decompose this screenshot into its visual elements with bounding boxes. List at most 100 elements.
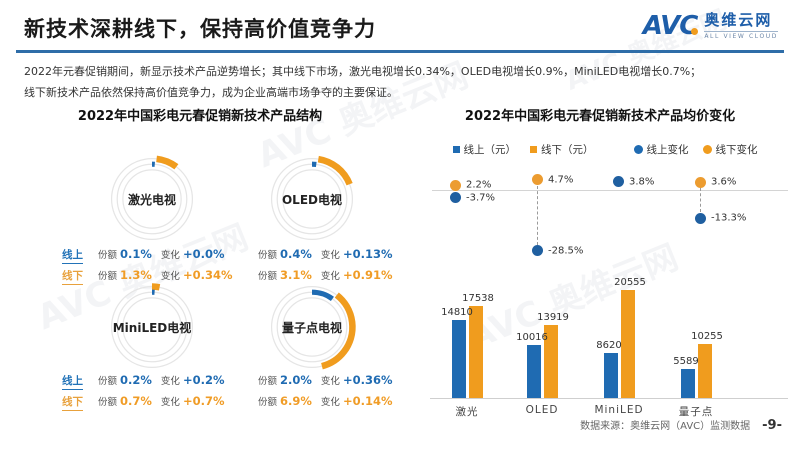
donut-stats-offline: 份额 6.9% 变化 +0.14%	[258, 394, 392, 408]
share-value: 6.9%	[280, 394, 312, 408]
logo-name-cn: 奥维云网	[704, 10, 773, 29]
change-label: 变化	[160, 250, 180, 261]
share-value: 0.7%	[120, 394, 152, 408]
bar-value-label: 10255	[691, 331, 723, 342]
bar-value-label: 14810	[441, 307, 473, 318]
legend-label: 线下变化	[715, 144, 758, 156]
share-value: 2.0%	[280, 373, 312, 387]
bar-offline-price	[620, 290, 635, 398]
row-label-online: 线上	[62, 373, 83, 390]
legend-square-blue-icon	[452, 146, 460, 153]
change-value: +0.36%	[342, 373, 393, 387]
chart-legend: 线上（元） 线下（元） 线上变化 线下变化	[420, 142, 790, 157]
scatter-value-label: 4.7%	[548, 174, 574, 186]
bar-value-label: 10016	[516, 332, 548, 343]
body-text-line-2: 线下新技术产品依然保持高价值竞争力，成为企业高端市场争夺的主要保证。	[24, 86, 398, 99]
category-label: MiniLED	[594, 404, 644, 416]
legend-label: 线上变化	[646, 144, 689, 156]
logo-dot-icon	[691, 28, 699, 35]
page-number: -9-	[762, 418, 782, 433]
scatter-point-offline-change	[694, 176, 706, 188]
scatter-point-online-change	[694, 212, 706, 224]
bar-online-price	[603, 353, 618, 398]
legend-item-2: 线下（元）	[530, 142, 594, 157]
donut-stats-online: 份额 0.4% 变化 +0.13%	[258, 247, 392, 261]
donut-stats-offline: 份额 1.3% 变化 +0.34%	[98, 268, 232, 282]
donut-chart-2	[265, 152, 359, 246]
category-label: 激光	[455, 406, 479, 418]
header-divider	[16, 50, 784, 53]
change-value: +0.91%	[342, 268, 393, 282]
change-label: 变化	[160, 397, 180, 408]
scatter-point-online-change	[531, 245, 543, 257]
share-label: 份额	[258, 271, 278, 282]
scatter-point-online-change	[449, 192, 461, 204]
change-label: 变化	[320, 376, 340, 387]
footer: 数据来源：奥维云网（AVC）监测数据 -9-	[580, 417, 782, 433]
bar-value-label: 13919	[537, 312, 569, 323]
bar-value-label: 8620	[596, 340, 622, 351]
legend-item-1: 线上（元）	[452, 142, 517, 157]
share-value: 0.2%	[120, 373, 152, 387]
change-value: +0.0%	[182, 247, 225, 261]
donut-stats-online: 份额 0.2% 变化 +0.2%	[98, 373, 224, 387]
page-title: 新技术深耕线下，保持高价值竞争力	[24, 17, 376, 41]
share-value: 1.3%	[120, 268, 152, 282]
scatter-value-label: -13.3%	[711, 212, 747, 224]
row-label-offline: 线下	[62, 268, 83, 285]
bar-value-label: 20555	[614, 277, 646, 288]
legend-label: 线上（元）	[463, 144, 517, 156]
donut-stats-online: 份额 0.1% 变化 +0.0%	[98, 247, 224, 261]
donut-stats-offline: 份额 3.1% 变化 +0.91%	[258, 268, 392, 282]
bar-value-label: 5589	[673, 356, 699, 367]
category-label: OLED	[525, 404, 559, 416]
scatter-value-label: 3.6%	[711, 176, 737, 188]
donut-stats-offline: 份额 0.7% 变化 +0.7%	[98, 394, 224, 408]
scatter-connector	[536, 185, 538, 245]
avc-logo-mark: AVC	[642, 11, 699, 41]
legend-item-3: 线上变化	[633, 142, 689, 157]
bar-online-price	[680, 369, 695, 398]
change-value: +0.7%	[182, 394, 225, 408]
legend-circle-orange-icon	[702, 145, 712, 154]
category-label: 量子点	[678, 406, 714, 418]
bar-online-price	[451, 320, 466, 398]
left-chart-title: 2022年中国彩电元春促销新技术产品结构	[77, 109, 323, 124]
change-label: 变化	[320, 271, 340, 282]
share-label: 份额	[98, 271, 118, 282]
scatter-value-label: -3.7%	[466, 192, 496, 204]
data-source-note: 数据来源：奥维云网（AVC）监测数据	[580, 421, 751, 432]
bar-offline-price	[697, 344, 712, 398]
donut-stats-online: 份额 2.0% 变化 +0.36%	[258, 373, 392, 387]
scatter-point-offline-change	[449, 179, 461, 191]
scatter-point-online-change	[612, 176, 624, 188]
bar-offline-price	[543, 325, 558, 398]
legend-item-4: 线下变化	[702, 142, 758, 157]
bar-chart-axis	[430, 398, 788, 399]
donut-product-name: MiniLED电视	[112, 321, 192, 335]
donut-chart-1	[105, 152, 199, 246]
share-value: 0.1%	[120, 247, 152, 261]
donut-product-name: 量子点电视	[281, 321, 342, 335]
legend-circle-blue-icon	[633, 145, 643, 154]
donut-product-name: OLED电视	[281, 193, 342, 207]
share-label: 份额	[258, 250, 278, 261]
bar-value-label: 17538	[462, 293, 494, 304]
legend-label: 线下（元）	[541, 144, 594, 156]
legend-square-orange-icon	[530, 146, 537, 153]
change-label: 变化	[320, 397, 340, 408]
share-label: 份额	[98, 376, 118, 387]
donut-chart-3	[105, 280, 199, 374]
share-label: 份额	[98, 397, 118, 408]
scatter-value-label: 3.8%	[629, 176, 655, 188]
share-label: 份额	[98, 250, 118, 261]
share-label: 份额	[258, 376, 278, 387]
avc-logo: AVC 奥维云网 ALL VIEW CLOUD	[643, 11, 778, 41]
share-value: 3.1%	[280, 268, 312, 282]
share-value: 0.4%	[280, 247, 312, 261]
change-value: +0.13%	[342, 247, 393, 261]
row-label-offline: 线下	[62, 394, 83, 411]
right-chart-title: 2022年中国彩电元春促销新技术产品均价变化	[464, 109, 736, 124]
logo-name-en: ALL VIEW CLOUD	[704, 30, 778, 40]
